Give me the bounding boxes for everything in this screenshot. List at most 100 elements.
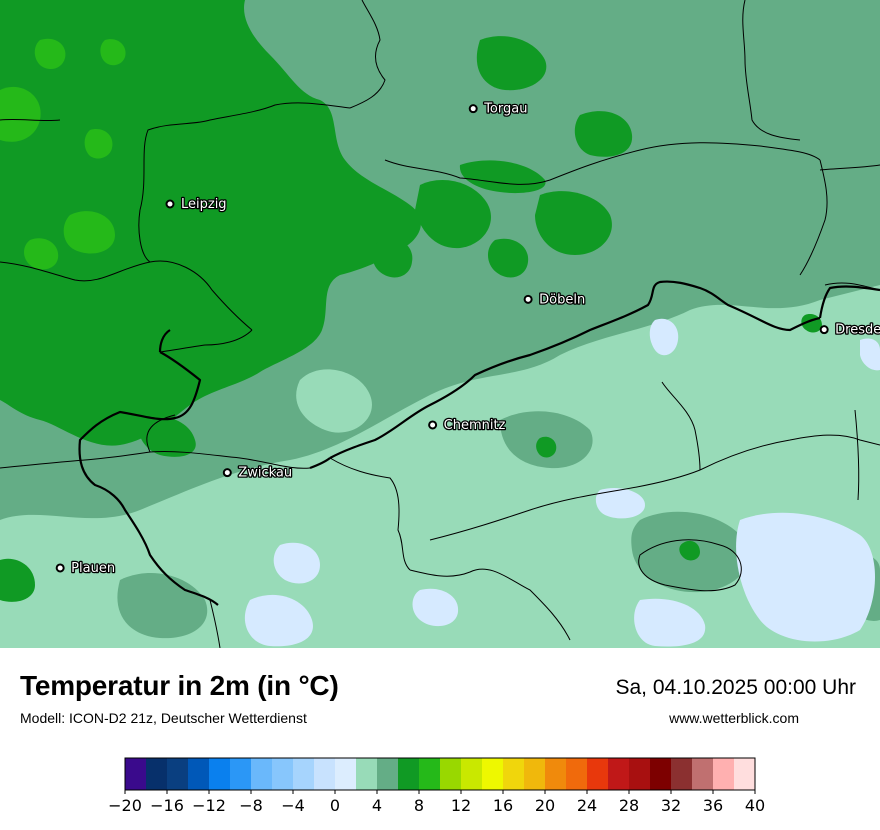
city-marker-chemnitz: Chemnitz (428, 417, 507, 434)
legend-swatch (461, 758, 483, 790)
region-borders (0, 0, 880, 648)
legend-tick-label: −16 (150, 796, 184, 815)
legend-swatch (524, 758, 546, 790)
legend-swatch (566, 758, 588, 790)
city-dot (165, 199, 175, 209)
temperature-zone-pale-blue (860, 338, 880, 371)
legend-swatch (608, 758, 630, 790)
temperature-zone-pale-blue (649, 318, 679, 356)
temperature-zone-bright-green (100, 39, 126, 66)
legend-tick-label: 36 (703, 796, 723, 815)
temperature-zone-dark-green-patch (476, 36, 547, 91)
legend-swatch (125, 758, 147, 790)
city-markers: TorgauHoyerswerdaLeipzigGörlitzDöbelnDre… (55, 100, 880, 577)
temperature-zone-pale-blue (273, 542, 320, 584)
legend-outline (124, 757, 756, 791)
legend-tick-label: 32 (661, 796, 681, 815)
legend-swatch (293, 758, 315, 790)
city-label: Plauen (71, 561, 115, 576)
temperature-zone-light-mint-patch (296, 369, 372, 433)
legend-tick-label: 16 (493, 796, 513, 815)
legend-swatch (482, 758, 504, 790)
legend-swatch (335, 758, 357, 790)
temperature-zone-pale-blue (736, 512, 875, 642)
legend-tick-label: −4 (281, 796, 305, 815)
temperature-zone-dark-green-patch (0, 558, 35, 602)
legend-swatch (146, 758, 168, 790)
temperature-zone-pale-blue (634, 598, 706, 647)
city-marker-leipzig: Leipzig (165, 196, 228, 213)
temperature-zone-dark-green-patch (415, 180, 491, 249)
temperature-zone-bright-green (0, 86, 41, 142)
temperature-zone-pale-blue (595, 487, 645, 519)
legend-tick-label: −12 (192, 796, 226, 815)
temperature-zone-bright-green (34, 38, 66, 70)
temperature-zone-dark-green-patch (535, 191, 612, 255)
temperature-map: TorgauHoyerswerdaLeipzigGörlitzDöbelnDre… (0, 0, 880, 648)
legend-tick-label: −8 (239, 796, 263, 815)
legend-swatch (230, 758, 252, 790)
temperature-legend: −20 −16 −12 −8 −4 0 4 8 12 16 20 24 28 32 36 40 (108, 757, 765, 815)
legend-swatch (167, 758, 189, 790)
temperature-zone-dark-green-patch (574, 111, 633, 157)
state-border-saxony (78, 280, 880, 606)
legend-swatch (377, 758, 399, 790)
city-marker-döbeln: Döbeln (523, 291, 587, 309)
temperature-zone-dark-green (138, 416, 196, 457)
city-label: Leipzig (181, 197, 227, 212)
city-dot (222, 468, 232, 478)
city-label: Döbeln (539, 292, 585, 307)
city-dot (55, 563, 65, 573)
city-marker-dresden: Dresden (819, 321, 880, 339)
legend-swatch (272, 758, 294, 790)
legend-tick-label: 24 (577, 796, 597, 815)
legend-tick-label: 28 (619, 796, 639, 815)
city-dot (468, 104, 478, 114)
model-info: Modell: ICON-D2 21z, Deutscher Wetterdie… (20, 710, 307, 726)
legend-swatch (587, 758, 609, 790)
temperature-zone-dark-green-patch (372, 238, 413, 278)
legend-tick-label: −20 (108, 796, 142, 815)
legend-swatch (440, 758, 462, 790)
legend-swatch (398, 758, 420, 790)
legend-swatch (188, 758, 210, 790)
legend-swatch (503, 758, 525, 790)
city-dot (523, 294, 533, 304)
city-dot (428, 420, 438, 430)
temperature-zone-light-mint-patch (660, 359, 797, 426)
legend-swatch (629, 758, 651, 790)
legend-tick-label: 0 (330, 796, 340, 815)
temperature-zone-dark-green-patch (679, 540, 700, 561)
temperature-zone-dark-green (0, 0, 421, 446)
website-link[interactable]: www.wetterblick.com (669, 710, 799, 726)
legend-swatch (209, 758, 231, 790)
legend-swatch (692, 758, 714, 790)
map-title: Temperatur in 2m (in °C) (20, 670, 339, 701)
legend-swatches (124, 757, 756, 791)
city-label: Zwickau (238, 466, 292, 481)
temperature-zone-pale-blue (244, 594, 313, 647)
legend-swatch (734, 758, 756, 790)
temperature-zone-bright-green (24, 238, 59, 270)
temperature-zone-dark-green-patch (459, 160, 546, 194)
city-marker-torgau: Torgau (468, 100, 529, 118)
legend-tick-label: 8 (414, 796, 424, 815)
legend-tick-label: 12 (451, 796, 471, 815)
city-label: Torgau (483, 102, 527, 117)
city-label: Dresden (835, 323, 880, 338)
legend-tick-label: 40 (745, 796, 765, 815)
legend-swatch (650, 758, 672, 790)
legend-tick-label: 4 (372, 796, 382, 815)
legend-swatch (419, 758, 441, 790)
city-marker-zwickau: Zwickau (222, 464, 293, 482)
legend-swatch (671, 758, 693, 790)
map-footer: Temperatur in 2m (in °C) Modell: ICON-D2… (0, 648, 880, 830)
city-dot (819, 325, 829, 335)
temperature-zone-bright-green (63, 211, 115, 254)
city-marker-plauen: Plauen (55, 560, 116, 577)
legend-swatch (356, 758, 378, 790)
city-label: Chemnitz (444, 418, 506, 433)
temperature-zone-dark-green-patch (487, 238, 529, 278)
legend-tick-label: 20 (535, 796, 555, 815)
legend-swatch (314, 758, 336, 790)
